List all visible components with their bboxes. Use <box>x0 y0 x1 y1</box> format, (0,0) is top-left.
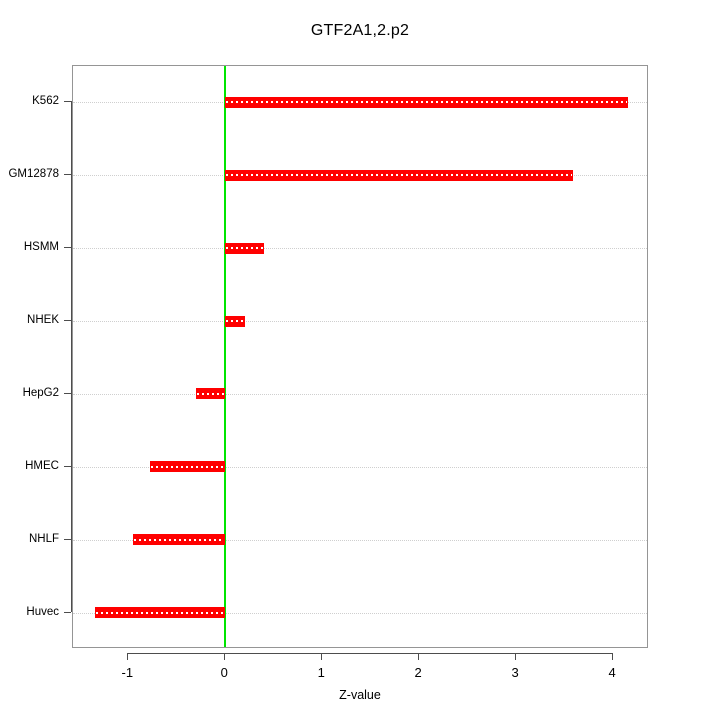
bar-hatch-pattern <box>134 538 225 541</box>
zero-reference-line <box>224 66 227 647</box>
bar-hatch-pattern <box>150 465 225 468</box>
gridline <box>73 393 647 395</box>
x-tick-label-4: 4 <box>608 665 616 680</box>
y-tick-label-hmec: HMEC <box>25 459 59 472</box>
x-axis-title: Z-value <box>339 688 381 702</box>
y-tick-hsmm <box>64 247 71 249</box>
y-tick-nhlf <box>64 538 71 540</box>
y-axis-line <box>71 101 72 612</box>
y-tick-hepg2 <box>64 392 71 394</box>
chart-title: GTF2A1,2.p2 <box>310 22 410 39</box>
bar-hatch-pattern <box>226 247 264 250</box>
gridline <box>73 466 647 468</box>
y-tick-huvec <box>64 611 71 613</box>
gridline <box>73 539 647 541</box>
y-tick-label-hsmm: HSMM <box>23 241 59 254</box>
gridline <box>73 612 647 614</box>
y-tick-gm12878 <box>64 174 71 176</box>
bar-hatch-pattern <box>96 611 225 614</box>
y-tick-hmec <box>64 465 71 467</box>
plot-area <box>72 65 648 648</box>
x-tick-2 <box>418 653 420 660</box>
bar-huvec <box>95 607 226 619</box>
x-tick-3 <box>515 653 517 660</box>
bar-hatch-pattern <box>197 392 225 395</box>
x-tick-label-2: 2 <box>414 665 422 680</box>
bar-nhlf <box>133 534 226 546</box>
y-tick-label-k562: K562 <box>32 95 59 108</box>
x-axis-line <box>127 653 613 654</box>
gridline <box>73 248 647 250</box>
y-tick-label-gm12878: GM12878 <box>8 168 59 181</box>
bar-hmec <box>149 461 226 473</box>
bar-hepg2 <box>196 388 226 400</box>
y-tick-k562 <box>64 101 71 103</box>
x-tick-1 <box>321 653 323 660</box>
x-tick-label-1: 1 <box>317 665 325 680</box>
y-tick-label-nhlf: NHLF <box>28 532 59 545</box>
x-tick-label-neg1: -1 <box>121 665 134 680</box>
bar-hsmm <box>225 242 265 254</box>
y-tick-nhek <box>64 320 71 322</box>
x-tick-neg1 <box>127 653 129 660</box>
x-tick-0 <box>224 653 226 660</box>
x-tick-label-3: 3 <box>511 665 519 680</box>
y-tick-label-huvec: Huvec <box>26 605 59 618</box>
y-tick-label-hepg2: HepG2 <box>22 386 59 399</box>
gridline <box>73 321 647 323</box>
x-tick-label-0: 0 <box>220 665 228 680</box>
bar-hatch-pattern <box>226 320 244 323</box>
y-tick-label-nhek: NHEK <box>27 314 59 327</box>
bar-hatch-pattern <box>226 174 573 177</box>
bar-hatch-pattern <box>226 101 627 104</box>
bar-k562 <box>225 96 628 108</box>
bar-gm12878 <box>225 169 574 181</box>
x-tick-4 <box>612 653 614 660</box>
bar-nhek <box>225 315 245 327</box>
